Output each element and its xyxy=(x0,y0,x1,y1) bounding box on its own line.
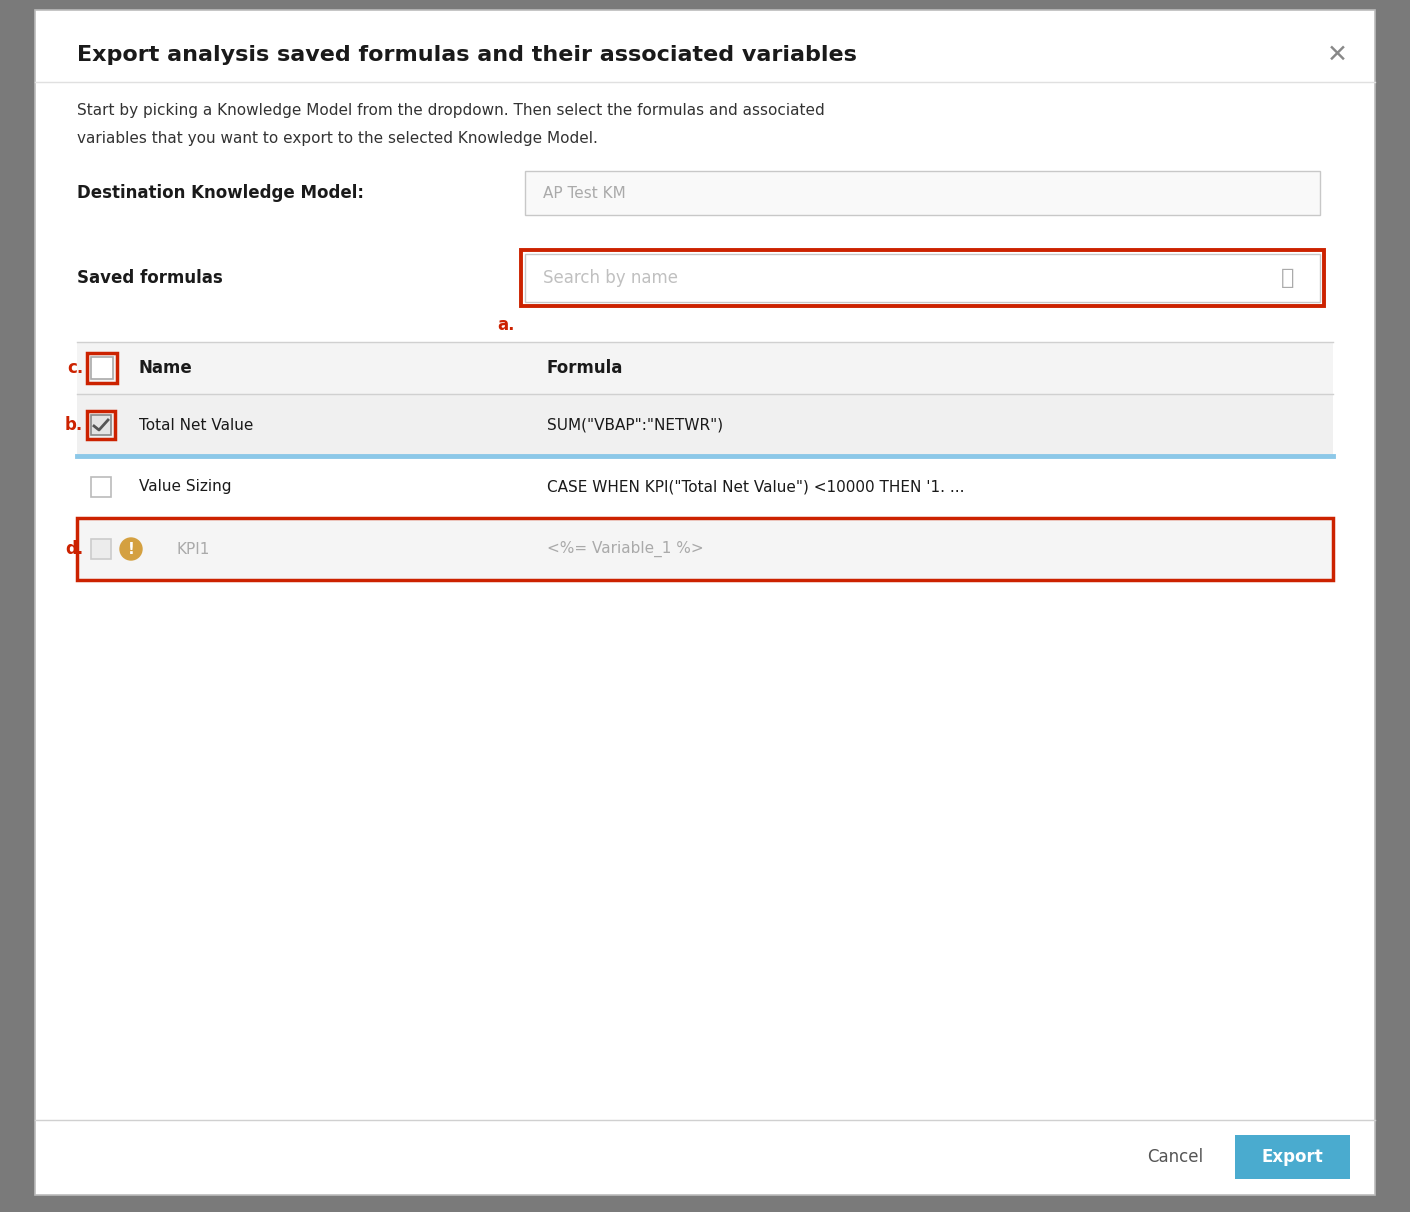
Bar xyxy=(92,415,111,435)
Text: CASE WHEN KPI("Total Net Value") <10000 THEN '1. ...: CASE WHEN KPI("Total Net Value") <10000 … xyxy=(547,480,964,494)
Text: variables that you want to export to the selected Knowledge Model.: variables that you want to export to the… xyxy=(78,131,598,145)
Text: Formula: Formula xyxy=(547,359,623,377)
Text: Start by picking a Knowledge Model from the dropdown. Then select the formulas a: Start by picking a Knowledge Model from … xyxy=(78,103,825,118)
Text: b.: b. xyxy=(65,416,83,434)
Circle shape xyxy=(120,538,142,560)
Text: ✕: ✕ xyxy=(1327,42,1348,67)
Text: Total Net Value: Total Net Value xyxy=(140,417,254,433)
Bar xyxy=(92,478,111,497)
Text: Value Sizing: Value Sizing xyxy=(140,480,231,494)
Text: Export: Export xyxy=(1262,1148,1324,1166)
Bar xyxy=(87,411,116,439)
Bar xyxy=(87,353,117,383)
Bar xyxy=(78,456,1332,518)
Bar xyxy=(1235,1134,1349,1179)
Text: KPI1: KPI1 xyxy=(178,542,210,556)
Bar xyxy=(92,358,113,379)
Bar xyxy=(92,539,111,559)
Text: a.: a. xyxy=(498,316,515,335)
Text: Destination Knowledge Model:: Destination Knowledge Model: xyxy=(78,184,364,202)
Bar xyxy=(78,342,1332,394)
Bar xyxy=(78,394,1332,456)
Text: SUM("VBAP":"NETWR"): SUM("VBAP":"NETWR") xyxy=(547,417,723,433)
Bar xyxy=(522,250,1324,305)
Text: c.: c. xyxy=(66,359,83,377)
Text: <%= Variable_1 %>: <%= Variable_1 %> xyxy=(547,541,704,558)
Bar xyxy=(78,518,1332,581)
Bar xyxy=(525,255,1320,302)
Text: Search by name: Search by name xyxy=(543,269,678,287)
Text: !: ! xyxy=(127,543,134,558)
Text: Saved formulas: Saved formulas xyxy=(78,269,223,287)
Text: ⌕: ⌕ xyxy=(1282,268,1294,288)
Text: Name: Name xyxy=(140,359,193,377)
Bar xyxy=(525,171,1320,215)
Text: d.: d. xyxy=(65,541,83,558)
Text: Cancel: Cancel xyxy=(1146,1148,1203,1166)
Bar xyxy=(78,518,1332,581)
Text: AP Test KM: AP Test KM xyxy=(543,185,626,200)
Text: Export analysis saved formulas and their associated variables: Export analysis saved formulas and their… xyxy=(78,45,857,65)
